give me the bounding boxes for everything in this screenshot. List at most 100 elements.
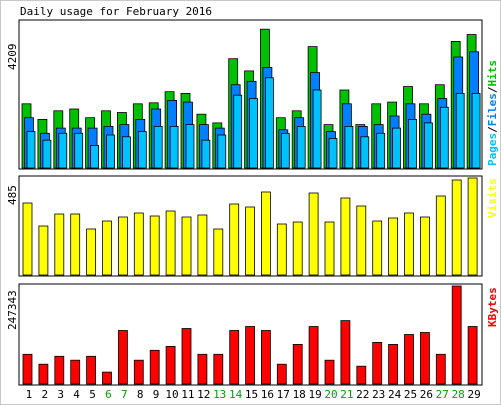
- visits-bar-23: [372, 220, 383, 276]
- pages-bar-27: [439, 106, 449, 169]
- legend-kbytes: KBytes: [486, 287, 499, 327]
- x-tick-label-2: 2: [41, 388, 48, 401]
- x-tick-label-4: 4: [73, 388, 80, 401]
- visits-bar-1: [22, 202, 33, 276]
- visits-bar-20: [324, 221, 335, 276]
- visits-bar-6: [102, 220, 112, 276]
- pages-bar-15: [249, 98, 259, 169]
- kbytes-y-max-label: 247343: [6, 290, 19, 330]
- pages-bar-3: [58, 132, 68, 169]
- visits-bar-14: [229, 203, 240, 276]
- kbytes-bar-4: [70, 359, 81, 385]
- visits-bar-10: [165, 210, 176, 276]
- x-tick-label-9: 9: [153, 388, 160, 401]
- pages-bar-28: [455, 93, 465, 169]
- pages-bar-16: [264, 77, 274, 169]
- pages-bar-14: [233, 94, 243, 169]
- kbytes-bar-12: [197, 353, 208, 385]
- kbytes-bar-27: [435, 353, 446, 385]
- visits-bar-2: [38, 225, 49, 276]
- x-tick-label-14: 14: [229, 388, 243, 401]
- kbytes-bar-24: [388, 343, 399, 385]
- pages-bar-20: [328, 138, 338, 169]
- kbytes-bar-3: [54, 355, 65, 385]
- kbytes-bar-29: [467, 326, 478, 385]
- visits-bar-3: [54, 213, 65, 276]
- visits-bar-8: [133, 212, 144, 276]
- x-tick-label-20: 20: [324, 388, 337, 401]
- x-tick-label-29: 29: [467, 388, 480, 401]
- pages-bar-25: [408, 119, 417, 169]
- pages-bar-29: [471, 93, 481, 169]
- kbytes-bar-20: [324, 359, 335, 385]
- hits-legend: Pages/Files/Hits: [486, 60, 499, 166]
- x-tick-label-24: 24: [388, 388, 402, 401]
- pages-bar-26: [423, 122, 433, 169]
- visits-bar-24: [388, 217, 399, 276]
- x-tick-label-26: 26: [420, 388, 433, 401]
- visits-bar-4: [70, 213, 81, 276]
- legend-sep-1: /: [486, 126, 499, 133]
- kbytes-bar-1: [22, 353, 33, 385]
- x-tick-label-28: 28: [452, 388, 465, 401]
- x-tick-label-6: 6: [105, 388, 112, 401]
- x-tick-label-23: 23: [372, 388, 385, 401]
- kbytes-bar-10: [165, 345, 176, 385]
- pages-bar-8: [137, 131, 147, 169]
- x-tick-label-8: 8: [137, 388, 144, 401]
- pages-bar-7: [122, 136, 131, 169]
- visits-bar-19: [308, 192, 319, 276]
- visits-bar-21: [340, 197, 351, 276]
- kbytes-bar-16: [260, 330, 271, 385]
- kbytes-bar-7: [118, 330, 128, 385]
- hits-y-max-label: 4209: [6, 44, 19, 71]
- legend-files: Files: [486, 93, 499, 126]
- visits-bar-26: [419, 216, 430, 276]
- kbytes-panel: 247343 KBytes: [6, 283, 499, 386]
- legend-visits: Visits: [486, 178, 499, 218]
- kbytes-bar-22: [356, 365, 367, 385]
- pages-bar-22: [360, 136, 370, 169]
- visits-bar-22: [356, 205, 367, 276]
- kbytes-bar-23: [372, 341, 383, 385]
- visits-bar-15: [245, 206, 256, 276]
- kbytes-bar-14: [229, 330, 240, 385]
- visits-bar-27: [435, 195, 446, 276]
- x-tick-label-19: 19: [308, 388, 321, 401]
- kbytes-bar-15: [245, 326, 256, 385]
- pages-bar-4: [74, 132, 84, 169]
- visits-bar-18: [292, 221, 303, 276]
- kbytes-bar-19: [308, 326, 319, 385]
- pages-bar-19: [312, 89, 322, 169]
- pages-bar-5: [90, 145, 99, 169]
- legend-hits: Hits: [486, 60, 499, 87]
- visits-bar-5: [86, 228, 96, 276]
- kbytes-bar-26: [419, 332, 430, 385]
- visits-bar-25: [404, 212, 414, 276]
- kbytes-bar-2: [38, 363, 49, 385]
- kbytes-bar-18: [292, 343, 303, 385]
- x-tick-label-21: 21: [340, 388, 353, 401]
- kbytes-bar-9: [149, 349, 160, 385]
- kbytes-bar-28: [451, 285, 462, 385]
- kbytes-bar-11: [181, 328, 192, 385]
- x-tick-label-18: 18: [293, 388, 306, 401]
- kbytes-bar-25: [404, 334, 414, 385]
- x-axis-day-labels: 1 2 3 4 5 6 7 8 9 10 11 12 13 14 15 16 17 18 19 20 21 22 23 24 2…: [26, 388, 481, 401]
- visits-bar-28: [451, 179, 462, 276]
- x-tick-label-22: 22: [356, 388, 369, 401]
- pages-bar-11: [185, 124, 195, 169]
- pages-bar-10: [169, 126, 179, 169]
- x-tick-label-11: 11: [181, 388, 194, 401]
- kbytes-bar-8: [133, 359, 144, 385]
- pages-bar-1: [26, 131, 36, 169]
- pages-bar-13: [217, 134, 227, 169]
- kbytes-bar-13: [213, 353, 224, 385]
- x-tick-label-5: 5: [89, 388, 96, 401]
- pages-bar-23: [376, 132, 386, 169]
- pages-bar-24: [392, 127, 402, 169]
- chart-title: Daily usage for February 2016: [20, 5, 212, 18]
- visits-bar-13: [213, 228, 224, 276]
- x-tick-label-16: 16: [261, 388, 274, 401]
